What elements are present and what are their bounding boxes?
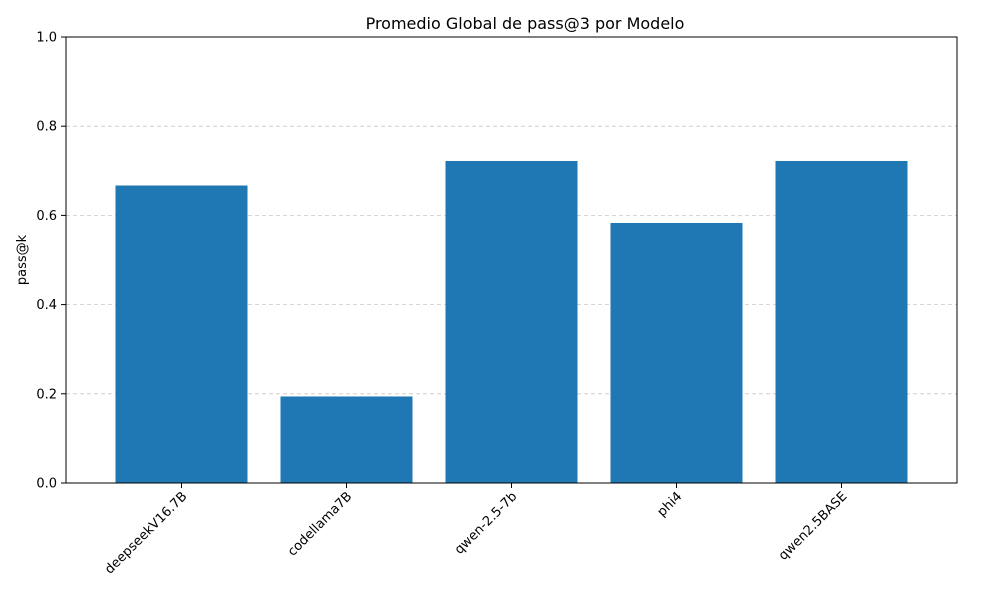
bar-phi4 bbox=[610, 222, 743, 483]
bars bbox=[115, 160, 908, 483]
y-tick-label: 0.8 bbox=[36, 120, 57, 135]
y-tick-label: 1.0 bbox=[36, 31, 57, 46]
y-tick-label: 0.0 bbox=[36, 477, 57, 492]
x-tick-label: codellama7B bbox=[285, 489, 355, 559]
bar-deepseekV16.7B bbox=[115, 185, 248, 483]
x-axis: deepseekV16.7B codellama7B qwen-2.5-7b phi4… bbox=[102, 483, 850, 577]
y-tick-label: 0.4 bbox=[36, 298, 57, 313]
chart-title: Promedio Global de pass@3 por Modelo bbox=[366, 14, 685, 33]
x-tick-label: deepseekV16.7B bbox=[102, 489, 190, 577]
y-axis: 0.0 0.2 0.4 0.6 0.8 1.0 bbox=[36, 31, 66, 492]
x-tick-label: qwen2.5BASE bbox=[776, 489, 850, 563]
y-tick-label: 0.2 bbox=[36, 387, 57, 402]
x-tick-label: phi4 bbox=[655, 489, 686, 520]
bar-qwen-2.5-7b bbox=[445, 160, 578, 483]
y-axis-label: pass@k bbox=[15, 234, 30, 285]
x-tick-label: qwen-2.5-7b bbox=[452, 489, 520, 557]
bar-qwen2.5BASE bbox=[775, 160, 908, 483]
y-tick-label: 0.6 bbox=[36, 209, 57, 224]
bar-codellama7B bbox=[280, 396, 413, 483]
